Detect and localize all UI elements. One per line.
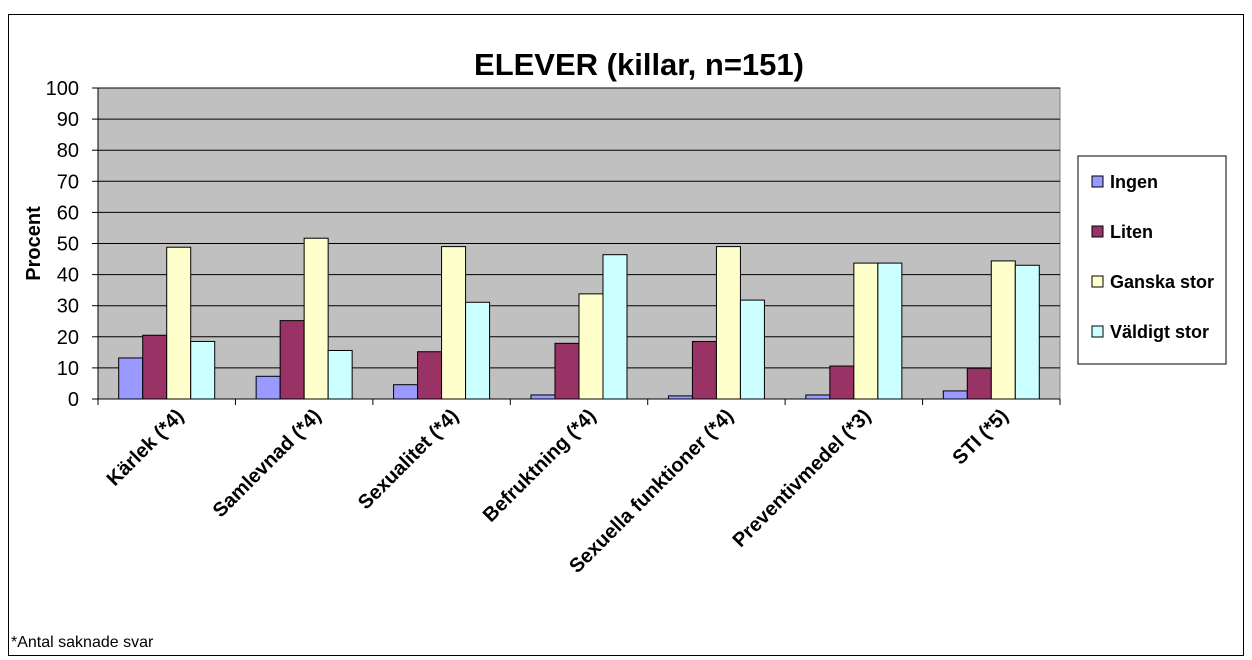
bar-liten — [279, 320, 305, 400]
bar-ganska-stor — [715, 246, 741, 400]
x-tick-label: Preventivmedel (*3) — [729, 405, 876, 552]
x-tick-label: Sexualitet (*4) — [354, 405, 463, 514]
bar-ingen — [530, 394, 556, 400]
y-tick-label: 100 — [46, 78, 79, 100]
bar-väldigt-stor — [1014, 264, 1040, 400]
legend-label: Väldigt stor — [1110, 322, 1209, 342]
bar-ganska-stor — [166, 246, 192, 400]
bar-väldigt-stor — [739, 299, 765, 400]
y-tick-label: 40 — [57, 265, 79, 287]
bar-liten — [417, 351, 443, 400]
bar-liten — [966, 367, 992, 400]
legend-label: Ganska stor — [1110, 272, 1214, 292]
x-tick-label: Befruktning (*4) — [479, 405, 601, 527]
bar-ingen — [942, 390, 968, 400]
bar-ingen — [118, 357, 144, 400]
y-tick-label: 10 — [57, 358, 79, 380]
legend-label: Liten — [1110, 222, 1153, 242]
y-tick-label: 30 — [57, 296, 79, 318]
bar-väldigt-stor — [602, 254, 628, 400]
bar-ganska-stor — [303, 237, 329, 400]
y-tick-label: 20 — [57, 327, 79, 349]
bar-väldigt-stor — [327, 349, 353, 400]
x-tick-label: Kärlek (*4) — [103, 405, 189, 491]
bar-liten — [691, 340, 717, 400]
bar-väldigt-stor — [465, 301, 491, 400]
bar-väldigt-stor — [190, 340, 216, 400]
legend-swatch — [1091, 275, 1104, 288]
bar-ganska-stor — [441, 246, 467, 400]
y-tick-label: 60 — [57, 202, 79, 224]
bar-ganska-stor — [578, 293, 604, 400]
y-tick-label: 80 — [57, 140, 79, 162]
bar-ingen — [255, 375, 281, 400]
bar-väldigt-stor — [877, 262, 903, 400]
bar-ganska-stor — [990, 260, 1016, 400]
bar-ingen — [393, 384, 419, 400]
y-tick-label: 70 — [57, 171, 79, 193]
x-tick-label: Samlevnad (*4) — [209, 405, 326, 522]
bar-ganska-stor — [853, 262, 879, 400]
bar-ingen — [805, 394, 831, 400]
bar-liten — [142, 334, 168, 400]
y-tick-label: 50 — [57, 234, 79, 256]
legend-label: Ingen — [1110, 172, 1158, 192]
y-tick-label: 90 — [57, 109, 79, 131]
footnote: *Antal saknade svar — [11, 634, 154, 651]
legend-swatch — [1091, 175, 1104, 188]
bar-liten — [829, 365, 855, 400]
legend-swatch — [1091, 225, 1104, 238]
bar-liten — [554, 342, 580, 400]
y-axis-label: Procent — [23, 206, 45, 281]
y-tick-label: 0 — [68, 389, 79, 411]
x-tick-label: STI (*5) — [949, 405, 1013, 469]
x-tick-label: Sexuella funktioner (*4) — [565, 405, 738, 578]
bar-ingen — [667, 395, 693, 400]
chart-title: ELEVER (killar, n=151) — [474, 47, 804, 82]
legend-swatch — [1091, 325, 1104, 338]
